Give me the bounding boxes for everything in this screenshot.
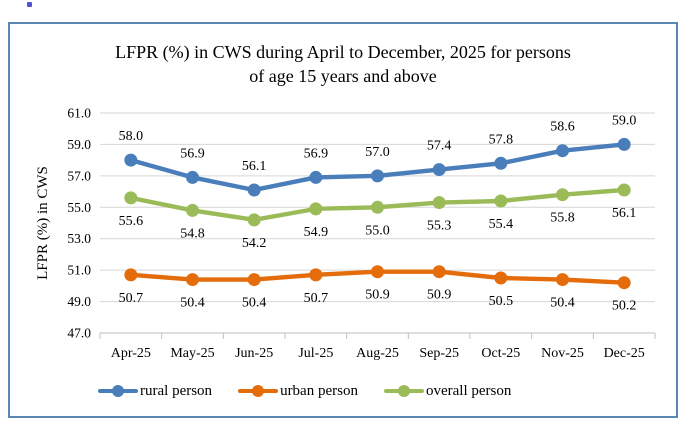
data-label-urban-person: 50.9 bbox=[365, 288, 390, 303]
legend-dot-swatch bbox=[397, 385, 410, 397]
data-point-urban-person bbox=[371, 265, 384, 279]
data-label-overall-person: 55.0 bbox=[365, 223, 390, 238]
data-point-overall-person bbox=[494, 194, 508, 208]
x-tick-label: Apr-25 bbox=[111, 346, 151, 361]
chart-title-line2: of age 15 years and above bbox=[249, 66, 437, 86]
data-point-rural-person bbox=[617, 137, 631, 151]
data-labels-group: 58.0 56.9 56.1 56.9 57.0 57.4 57.8 58.6 59.0 50.7… bbox=[119, 113, 637, 313]
data-point-overall-person bbox=[556, 188, 569, 202]
data-point-urban-person bbox=[309, 268, 323, 282]
data-label-overall-person: 56.1 bbox=[612, 206, 637, 221]
x-tick-label: May-25 bbox=[170, 346, 214, 361]
data-point-urban-person bbox=[556, 273, 569, 287]
stray-mark bbox=[27, 2, 32, 7]
data-point-rural-person bbox=[124, 153, 138, 167]
data-label-rural-person: 57.0 bbox=[365, 145, 390, 160]
series-group bbox=[124, 137, 631, 290]
legend-dot-swatch bbox=[112, 385, 124, 397]
data-point-urban-person bbox=[124, 268, 138, 282]
y-tick-label: 49.0 bbox=[67, 294, 91, 309]
y-tick-label: 61.0 bbox=[67, 106, 91, 121]
legend-label: overall person bbox=[425, 382, 512, 399]
legend-item-rural-person: rural person bbox=[98, 383, 212, 400]
legend-label: urban person bbox=[280, 382, 358, 399]
legend-item-overall-person: overall person bbox=[383, 382, 512, 400]
data-point-overall-person bbox=[247, 213, 261, 227]
data-label-urban-person: 50.7 bbox=[119, 291, 144, 306]
data-point-rural-person bbox=[556, 144, 569, 158]
data-label-overall-person: 55.3 bbox=[427, 219, 452, 234]
y-tick-label: 55.0 bbox=[67, 200, 91, 215]
data-label-rural-person: 57.4 bbox=[427, 139, 452, 154]
legend-marker-icon bbox=[98, 384, 138, 398]
data-label-overall-person: 54.2 bbox=[242, 236, 267, 251]
data-point-urban-person bbox=[617, 276, 631, 290]
data-point-rural-person bbox=[309, 170, 323, 184]
legend-item-urban-person: urban person bbox=[238, 383, 358, 400]
data-point-urban-person bbox=[186, 273, 199, 287]
x-tick-label: Dec-25 bbox=[604, 346, 645, 361]
x-tick-label: Sep-25 bbox=[419, 346, 459, 361]
data-point-overall-person bbox=[124, 191, 138, 205]
x-tick-label: Aug-25 bbox=[356, 346, 399, 361]
data-label-urban-person: 50.4 bbox=[550, 296, 575, 311]
data-point-rural-person bbox=[186, 170, 199, 184]
x-tick-label: Oct-25 bbox=[481, 346, 520, 361]
data-point-urban-person bbox=[247, 273, 261, 287]
data-label-rural-person: 56.9 bbox=[304, 146, 329, 161]
data-label-overall-person: 55.8 bbox=[550, 211, 575, 226]
data-label-urban-person: 50.7 bbox=[304, 291, 329, 306]
legend-marker-icon bbox=[383, 384, 424, 398]
chart-title-line1: LFPR (%) in CWS during April to December… bbox=[115, 42, 571, 62]
y-tick-label: 59.0 bbox=[67, 137, 91, 152]
data-label-rural-person: 57.8 bbox=[489, 132, 514, 147]
data-label-urban-person: 50.4 bbox=[242, 296, 267, 311]
data-label-overall-person: 54.8 bbox=[180, 226, 205, 241]
data-point-overall-person bbox=[617, 183, 631, 197]
data-label-rural-person: 58.6 bbox=[550, 120, 575, 135]
data-label-urban-person: 50.5 bbox=[489, 294, 514, 309]
legend-marker-icon bbox=[238, 384, 279, 398]
x-tick-label: Nov-25 bbox=[541, 346, 584, 361]
data-label-urban-person: 50.4 bbox=[180, 296, 205, 311]
y-tick-label: 53.0 bbox=[67, 231, 91, 246]
data-point-rural-person bbox=[247, 183, 261, 197]
data-point-overall-person bbox=[371, 200, 384, 214]
legend-label: rural person bbox=[140, 382, 213, 399]
chart-frame bbox=[8, 22, 678, 418]
x-axis-group bbox=[99, 333, 656, 339]
data-label-overall-person: 54.9 bbox=[304, 225, 329, 240]
y-tick-label: 51.0 bbox=[67, 263, 91, 278]
chart-title: LFPR (%) in CWS during April to December… bbox=[8, 40, 678, 88]
data-point-rural-person bbox=[371, 169, 384, 183]
data-point-urban-person bbox=[494, 271, 508, 285]
data-label-rural-person: 58.0 bbox=[119, 129, 144, 144]
data-label-urban-person: 50.2 bbox=[612, 299, 637, 314]
data-point-rural-person bbox=[494, 156, 508, 170]
y-axis-title: LFPR (%) in CWS bbox=[35, 166, 51, 280]
data-label-overall-person: 55.6 bbox=[119, 214, 144, 229]
data-point-overall-person bbox=[309, 202, 323, 216]
legend-dot-swatch bbox=[252, 385, 265, 397]
x-tick-label: Jul-25 bbox=[298, 346, 333, 361]
data-label-rural-person: 59.0 bbox=[612, 113, 637, 128]
y-tick-label: 57.0 bbox=[67, 168, 91, 183]
data-point-rural-person bbox=[432, 163, 446, 177]
data-point-overall-person bbox=[186, 203, 199, 217]
data-label-rural-person: 56.9 bbox=[180, 146, 205, 161]
data-point-overall-person bbox=[432, 196, 446, 210]
x-tick-label: Jun-25 bbox=[235, 346, 273, 361]
data-label-overall-person: 55.4 bbox=[489, 217, 514, 232]
legend: rural person urban person overall person bbox=[98, 378, 511, 404]
y-tick-label: 47.0 bbox=[67, 326, 91, 341]
data-label-urban-person: 50.9 bbox=[427, 288, 452, 303]
data-point-urban-person bbox=[432, 265, 446, 279]
tick-labels-group: 61.0 59.0 57.0 55.0 53.0 51.0 49.0 47.0 Apr-25 Ma… bbox=[67, 106, 644, 362]
data-label-rural-person: 56.1 bbox=[242, 159, 267, 174]
